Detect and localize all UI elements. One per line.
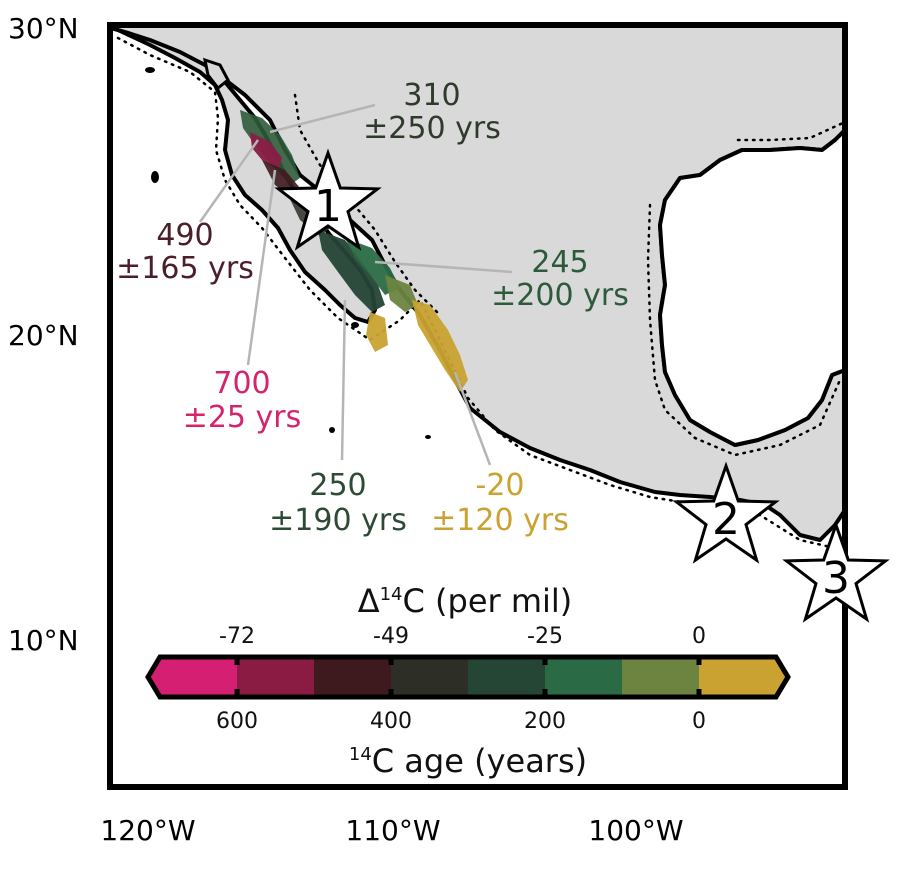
gulf-of-mexico [658, 128, 845, 447]
sample-region [366, 312, 388, 352]
annotation-uncertainty: ±165 yrs [116, 251, 254, 286]
shelf-contour [646, 120, 845, 457]
site-star-icon [274, 148, 382, 251]
colorbar-top-title: Δ14C (per mil) [358, 582, 573, 620]
colorbar-cell [237, 657, 315, 697]
colorbar-bottom-tick-label: 400 [370, 709, 412, 734]
colorbar-bottom-tick-label: 200 [524, 709, 566, 734]
colorbar-arrow-right [776, 657, 788, 697]
site-label: 3 [822, 553, 850, 604]
lon-label: 100°W [588, 814, 683, 847]
island [203, 57, 230, 91]
site-star-icon [782, 520, 890, 623]
island [151, 171, 159, 183]
annotation-value: 310 [403, 78, 460, 113]
annotation-uncertainty: ±200 yrs [491, 278, 629, 313]
shelf-contour [293, 93, 442, 317]
colorbar-cell [699, 657, 777, 697]
annotation-uncertainty: ±25 yrs [183, 400, 302, 435]
leader-line [198, 139, 260, 223]
island [145, 67, 155, 73]
island [425, 435, 431, 439]
colorbar-top-tick-label: 0 [692, 624, 706, 649]
colorbar-top-tick-label: -49 [373, 624, 409, 649]
leader-line [269, 103, 376, 134]
site-label: 1 [314, 181, 342, 232]
colorbar-top-tick-label: -25 [527, 624, 563, 649]
leader-line [374, 260, 513, 274]
annotation-uncertainty: ±250 yrs [363, 111, 501, 146]
annotation-uncertainty: ±190 yrs [269, 503, 407, 538]
map-frame [107, 22, 848, 790]
lon-label: 120°W [100, 814, 195, 847]
colorbar-cell [314, 657, 392, 697]
site-label: 2 [712, 494, 740, 545]
colorbar-cell [622, 657, 700, 697]
annotation-value: 250 [309, 468, 366, 503]
colorbar-top-tick-label: -72 [219, 624, 255, 649]
annotation-value: 700 [213, 366, 270, 401]
island [329, 427, 335, 433]
lat-label: 30°N [8, 12, 79, 45]
lon-label: 110°W [345, 814, 440, 847]
annotation-value: 245 [531, 245, 588, 280]
lat-label: 20°N [8, 319, 79, 352]
annotation-value: 490 [156, 218, 213, 253]
sample-region [412, 300, 468, 392]
colorbar-cell [545, 657, 623, 697]
leader-line [453, 371, 492, 466]
sample-region [385, 275, 418, 312]
colorbar-outline [145, 654, 791, 700]
lat-label: 10°N [8, 624, 79, 657]
annotation-uncertainty: ±120 yrs [431, 503, 569, 538]
colorbar-cell [391, 657, 469, 697]
colorbar-arrow-left [148, 657, 160, 697]
island [351, 322, 359, 328]
sample-region [318, 230, 385, 312]
colorbar-bottom-tick-label: 0 [692, 709, 706, 734]
colorbar: Δ14C (per mil) -72 -49 -25 0 600 400 200 0 14C… [145, 582, 791, 780]
leader-line [340, 299, 347, 461]
colorbar-bottom-tick-label: 600 [216, 709, 258, 734]
colorbar-cell [160, 657, 238, 697]
colorbar-bottom-title: 14C age (years) [349, 742, 587, 780]
site-star-icon [672, 461, 780, 564]
colorbar-cell [468, 657, 546, 697]
leader-line [246, 169, 277, 366]
annotation-value: -20 [476, 468, 525, 503]
